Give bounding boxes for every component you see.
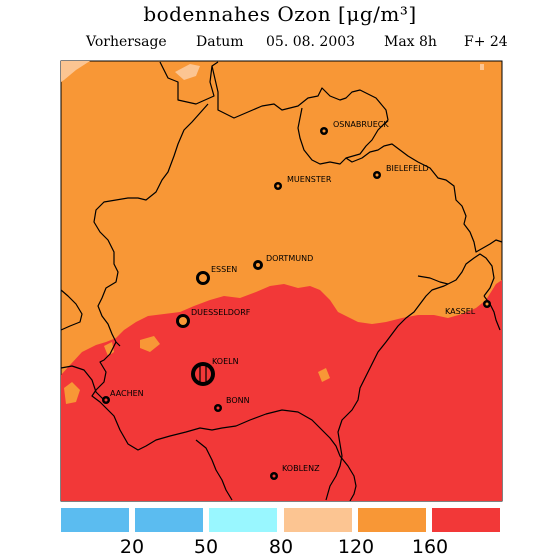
city-marker-inner <box>199 274 207 282</box>
city-marker-inner <box>276 184 280 188</box>
city-label: OSNABRUECK <box>333 120 389 129</box>
date-value: 05. 08. 2003 <box>266 34 356 50</box>
metric-label: Max 8h <box>384 34 437 50</box>
border-southwest-1 <box>60 289 83 331</box>
city-koblenz: KOBLENZ <box>270 464 320 480</box>
map-subtitle: Vorhersage Datum 05. 08. 2003 Max 8h F+ … <box>0 34 560 130</box>
city-kassel: KASSEL <box>445 300 491 316</box>
city-marker-inner <box>375 173 379 177</box>
border-west-coast <box>159 61 219 105</box>
ozone-zone-120-160-island-3 <box>318 368 330 382</box>
border-west <box>93 103 209 347</box>
ozone-zone-120-160-island-1 <box>140 336 160 352</box>
city-label: MUENSTER <box>287 175 332 184</box>
border-north <box>211 65 389 165</box>
border-bottom <box>195 439 233 501</box>
ozone-zone-120-160-island-4 <box>104 342 114 356</box>
forecast-label: Vorhersage <box>86 34 167 50</box>
border-southwest-2 <box>60 365 105 401</box>
city-label: KOBLENZ <box>282 464 320 473</box>
city-marker-inner <box>195 366 211 382</box>
city-label: AACHEN <box>110 389 144 398</box>
city-bonn: BONN <box>214 396 250 412</box>
city-marker-inner <box>256 263 260 267</box>
borders <box>60 61 503 502</box>
city-duesseldorf: DUESSELDORF <box>176 308 251 328</box>
city-osnabrueck: OSNABRUECK <box>320 120 389 135</box>
city-label: ESSEN <box>211 265 237 274</box>
city-label: BONN <box>226 396 250 405</box>
city-label: KASSEL <box>445 307 476 316</box>
ozone-zone-80-120-top-right <box>480 64 484 70</box>
city-koeln: KOELN <box>191 357 239 386</box>
ozone-zone-120-160-island-2 <box>64 382 80 404</box>
city-marker-inner <box>104 398 108 402</box>
city-label: BIELEFELD <box>386 164 429 173</box>
city-marker-inner <box>485 302 489 306</box>
city-label: DORTMUND <box>266 254 313 263</box>
lead-time-label: F+ 24 <box>464 34 508 50</box>
city-marker-inner <box>322 129 326 133</box>
city-label: DUESSELDORF <box>191 308 251 317</box>
border-east-arm <box>417 275 449 285</box>
date-label: Datum <box>196 34 244 50</box>
city-dortmund: DORTMUND <box>253 254 313 270</box>
ozone-zone-80-120-top-left <box>61 61 90 82</box>
city-aachen: AACHEN <box>102 389 144 404</box>
ozone-zone-80-120-top <box>175 64 200 80</box>
border-hessen <box>325 253 495 501</box>
border-osnabrueck <box>345 143 503 253</box>
city-marker-inner <box>216 406 220 410</box>
border-west-2 <box>91 341 357 502</box>
map-title: bodennahes Ozon [μg/m³] <box>143 2 417 26</box>
city-essen: ESSEN <box>196 265 237 285</box>
city-muenster: MUENSTER <box>274 175 332 190</box>
city-bielefeld: BIELEFELD <box>373 164 429 179</box>
city-marker-inner <box>179 317 187 325</box>
city-marker-inner <box>272 474 276 478</box>
city-label: KOELN <box>212 357 239 366</box>
